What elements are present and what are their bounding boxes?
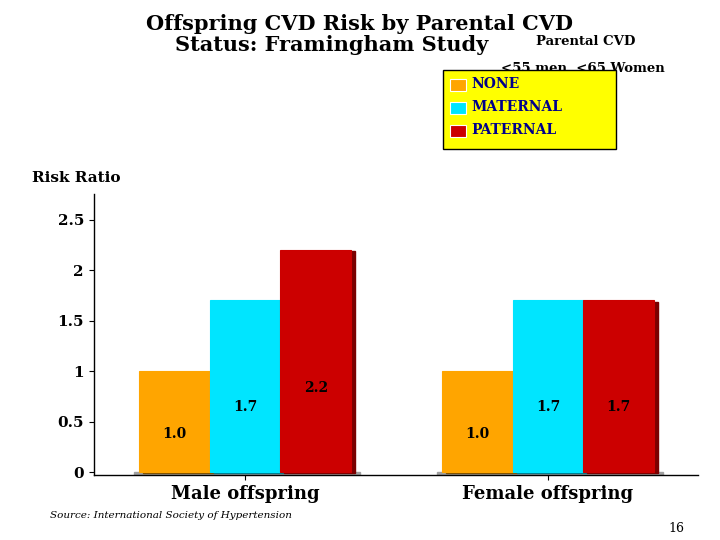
Bar: [513, 300, 583, 472]
Text: 1.7: 1.7: [536, 400, 560, 414]
Text: MATERNAL: MATERNAL: [472, 100, 562, 114]
Text: Source: International Society of Hypertension: Source: International Society of Hyperte…: [50, 511, 292, 521]
Bar: [210, 300, 280, 472]
Text: 16: 16: [668, 522, 684, 535]
Text: 2.2: 2.2: [304, 381, 328, 395]
Bar: [280, 250, 351, 472]
Text: Status: Framingham Study: Status: Framingham Study: [174, 35, 488, 55]
Text: PATERNAL: PATERNAL: [472, 123, 557, 137]
Text: Parental CVD: Parental CVD: [536, 35, 636, 48]
Text: <55 men, <65 Women: <55 men, <65 Women: [501, 62, 665, 75]
Bar: [134, 472, 360, 475]
Bar: [442, 371, 513, 472]
Text: Risk Ratio: Risk Ratio: [32, 171, 121, 185]
Bar: [139, 371, 210, 472]
Bar: [437, 472, 663, 475]
Text: Offspring CVD Risk by Parental CVD: Offspring CVD Risk by Parental CVD: [146, 14, 574, 33]
Bar: [583, 300, 654, 472]
Text: NONE: NONE: [472, 77, 520, 91]
Bar: [588, 302, 658, 474]
Bar: [143, 373, 214, 474]
Text: 1.7: 1.7: [233, 400, 257, 414]
Bar: [284, 251, 355, 474]
Bar: [517, 302, 588, 474]
Bar: [214, 302, 284, 474]
Text: 1.0: 1.0: [162, 427, 186, 441]
Text: 1.0: 1.0: [465, 427, 490, 441]
Bar: [446, 373, 517, 474]
Text: 1.7: 1.7: [606, 400, 631, 414]
